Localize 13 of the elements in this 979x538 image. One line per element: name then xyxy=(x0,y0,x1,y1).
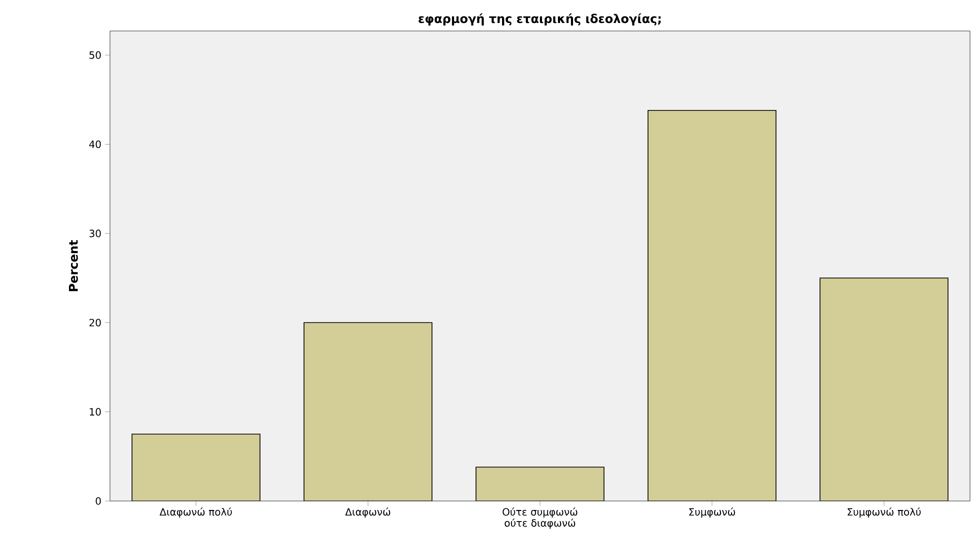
y-tick-label: 30 xyxy=(90,230,101,238)
x-tick-label: Διαφωνώ xyxy=(345,508,390,518)
x-tick-label: Συμφωνώ xyxy=(689,508,736,518)
x-tick-label: Συμφωνώ πολύ xyxy=(848,508,921,518)
y-tick-label: 40 xyxy=(89,140,101,148)
y-axis-title: Percent xyxy=(68,240,78,292)
y-tick-label: 20 xyxy=(89,318,101,326)
x-tick-label: Ούτε συμφωνώ ούτε διαφωνώ xyxy=(502,508,578,529)
y-tick-label: 0 xyxy=(96,497,101,505)
x-tick-label: Διαφωνώ πολύ xyxy=(160,508,232,518)
y-tick-label: 10 xyxy=(90,408,101,416)
chart-title: εφαρμογή της εταιρικής ιδεολογίας; xyxy=(418,13,661,26)
y-tick-label: 50 xyxy=(90,51,101,59)
